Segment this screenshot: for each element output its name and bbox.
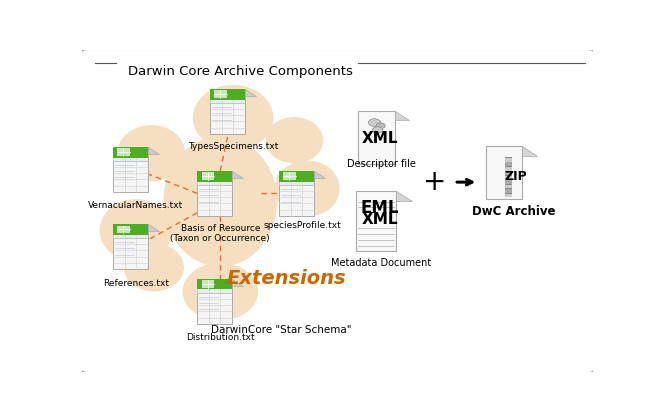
Bar xyxy=(197,279,232,324)
Text: XML: XML xyxy=(361,212,398,227)
Bar xyxy=(505,180,513,184)
Bar xyxy=(279,171,314,216)
Text: EML: EML xyxy=(360,199,399,217)
Bar xyxy=(505,157,513,197)
Text: Descriptor file: Descriptor file xyxy=(347,159,416,169)
Bar xyxy=(113,158,148,161)
Ellipse shape xyxy=(100,200,172,261)
Bar xyxy=(214,90,227,98)
Text: Metadata Document: Metadata Document xyxy=(331,258,431,268)
Bar xyxy=(197,182,232,185)
Bar xyxy=(202,173,214,180)
Ellipse shape xyxy=(266,118,322,163)
Text: ZIP: ZIP xyxy=(504,170,527,183)
Bar xyxy=(113,235,148,238)
Bar xyxy=(197,279,232,290)
Bar xyxy=(358,110,395,163)
Bar xyxy=(505,194,513,197)
Text: XML: XML xyxy=(361,131,398,146)
Bar xyxy=(279,171,314,182)
Bar xyxy=(505,176,513,179)
Text: VernacularNames.txt: VernacularNames.txt xyxy=(88,201,184,210)
Text: +: + xyxy=(423,168,446,196)
Bar xyxy=(486,146,522,199)
Text: Basis of Resource
(Taxon or Occurrence): Basis of Resource (Taxon or Occurrence) xyxy=(171,224,270,243)
Bar xyxy=(210,99,244,103)
Polygon shape xyxy=(232,279,243,286)
Bar xyxy=(117,226,130,233)
Bar xyxy=(113,224,148,269)
Polygon shape xyxy=(522,146,537,155)
Polygon shape xyxy=(395,110,409,120)
Bar xyxy=(505,171,513,175)
Bar xyxy=(197,171,232,216)
Ellipse shape xyxy=(183,263,257,320)
Ellipse shape xyxy=(125,244,183,291)
Bar xyxy=(283,173,295,180)
Bar xyxy=(505,158,513,162)
Bar xyxy=(356,191,397,250)
Polygon shape xyxy=(148,147,159,154)
Polygon shape xyxy=(397,191,412,201)
Bar xyxy=(210,89,244,134)
Polygon shape xyxy=(244,89,256,96)
Bar xyxy=(197,171,232,182)
Bar xyxy=(117,148,130,156)
Bar xyxy=(279,182,314,185)
Ellipse shape xyxy=(118,126,185,181)
Bar xyxy=(113,147,148,158)
Text: References.txt: References.txt xyxy=(103,279,169,288)
Text: Extensions: Extensions xyxy=(227,269,347,288)
Circle shape xyxy=(372,127,383,133)
Ellipse shape xyxy=(164,137,277,266)
Ellipse shape xyxy=(275,161,339,216)
Bar xyxy=(113,147,148,192)
Bar xyxy=(505,167,513,171)
Circle shape xyxy=(376,123,386,129)
Polygon shape xyxy=(314,171,325,178)
Ellipse shape xyxy=(194,86,273,150)
Bar xyxy=(210,89,244,99)
Text: Distribution.txt: Distribution.txt xyxy=(186,333,254,342)
Text: Darwin Core Archive Components: Darwin Core Archive Components xyxy=(129,65,353,78)
Text: DarwinCore "Star Schema": DarwinCore "Star Schema" xyxy=(212,325,352,335)
Bar xyxy=(113,224,148,235)
Polygon shape xyxy=(232,171,243,178)
Text: speciesProfile.txt: speciesProfile.txt xyxy=(263,221,341,230)
Bar xyxy=(505,189,513,193)
Bar xyxy=(202,280,214,288)
Bar xyxy=(505,185,513,189)
Circle shape xyxy=(368,119,381,126)
Text: DwC Archive: DwC Archive xyxy=(473,205,556,218)
FancyBboxPatch shape xyxy=(81,49,594,373)
Bar xyxy=(197,290,232,293)
Bar xyxy=(505,162,513,166)
Polygon shape xyxy=(148,224,159,231)
Text: TypesSpecimens.txt: TypesSpecimens.txt xyxy=(188,142,278,151)
